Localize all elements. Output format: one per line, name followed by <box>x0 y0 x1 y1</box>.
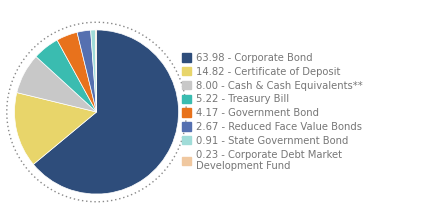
Wedge shape <box>77 30 97 112</box>
Wedge shape <box>33 30 178 194</box>
Wedge shape <box>15 93 97 164</box>
Wedge shape <box>95 30 97 112</box>
Wedge shape <box>36 40 97 112</box>
Legend: 63.98 - Corporate Bond, 14.82 - Certificate of Deposit, 8.00 - Cash & Cash Equiv: 63.98 - Corporate Bond, 14.82 - Certific… <box>182 53 363 171</box>
Wedge shape <box>91 30 97 112</box>
Wedge shape <box>57 32 97 112</box>
Wedge shape <box>17 57 97 112</box>
